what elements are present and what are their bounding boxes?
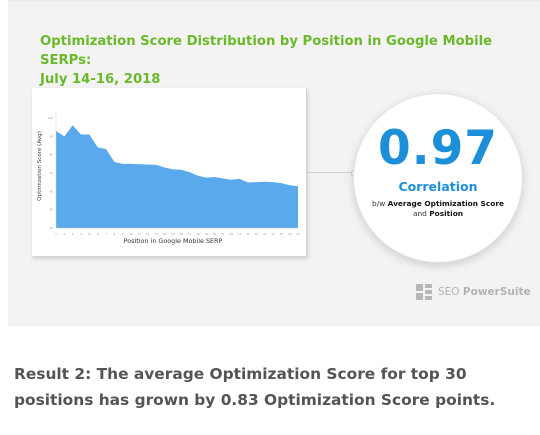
brand-name: SEO PowerSuite	[438, 286, 531, 298]
y-tick-label: 60	[49, 189, 53, 193]
area-chart-panel: 1 2 3 4 5 6 7 8 9 10 11 12 13 14 15 16 17 18 19 20 21 22 23 24 2…	[32, 88, 307, 257]
x-tick-label: 4	[80, 232, 82, 236]
x-tick-label: 23	[238, 232, 242, 236]
chart-title-line2: July 14-16, 2018	[40, 72, 161, 87]
x-tick-label: 28	[280, 232, 284, 236]
y-tick-label: 100	[48, 116, 54, 120]
chart-title: Optimization Score Distribution by Posit…	[40, 32, 520, 89]
y-tick-label: 50	[49, 208, 53, 212]
x-tick-label: 2	[63, 232, 65, 236]
x-tick-label: 11	[138, 232, 142, 236]
x-tick-label: 5	[88, 232, 90, 236]
x-tick-label: 19	[204, 232, 208, 236]
x-tick-label: 24	[246, 232, 250, 236]
x-tick-label: 22	[229, 232, 233, 236]
x-tick-label: 12	[146, 232, 150, 236]
correlation-desc-prefix: b/w	[372, 199, 386, 208]
chart-title-line1: Optimization Score Distribution by Posit…	[40, 34, 493, 68]
result-caption: Result 2: The average Optimization Score…	[14, 361, 534, 413]
x-tick-label: 18	[196, 232, 200, 236]
brand-name-bold: PowerSuite	[462, 286, 531, 298]
x-tick-label: 17	[188, 232, 192, 236]
x-tick-label: 30	[296, 232, 300, 236]
x-axis-label: Position in Google Mobile SERP	[124, 237, 223, 245]
x-tick-label: 15	[171, 232, 175, 236]
x-tick-label: 29	[288, 232, 292, 236]
area-chart: 1 2 3 4 5 6 7 8 9 10 11 12 13 14 15 16 17 18 19 20 21 22 23 24 2…	[37, 112, 300, 245]
x-tick-label: 26	[263, 232, 267, 236]
y-tick-label: 90	[49, 134, 53, 138]
x-tick-label: 1	[55, 232, 57, 236]
x-tick-label: 3	[72, 232, 74, 236]
x-tick-label: 21	[221, 232, 225, 236]
x-tick-label: 6	[97, 232, 99, 236]
y-tick-label: 80	[49, 153, 53, 157]
x-tick-label: 7	[105, 232, 107, 236]
brand-mark: SEO PowerSuite	[416, 283, 531, 301]
x-tick-label: 10	[129, 232, 133, 236]
correlation-description: b/w Average Optimization Score and Posit…	[368, 199, 508, 218]
y-tick-label: 40	[49, 226, 53, 230]
x-tick-label: 16	[179, 232, 183, 236]
brand-name-light: SEO	[438, 286, 460, 298]
correlation-desc-and: and	[412, 208, 427, 218]
result-line1: Result 2: The average Optimization Score…	[14, 365, 467, 383]
correlation-circle: 0.97 Correlation b/w Average Optimizatio…	[354, 94, 522, 262]
correlation-desc-metric: Average Optimization Score	[387, 199, 504, 208]
x-tick-label: 13	[154, 232, 158, 236]
x-tick-label: 20	[213, 232, 217, 236]
x-tick-label: 14	[163, 232, 167, 236]
area-series	[56, 125, 298, 228]
y-tick-label: 70	[49, 171, 53, 175]
correlation-label: Correlation	[398, 179, 478, 194]
x-tick-label: 9	[122, 232, 124, 236]
connector-line	[306, 172, 354, 173]
y-axis-label: Optimization Score (Avg)	[37, 131, 43, 201]
correlation-desc-position: Position	[429, 208, 464, 218]
x-tick-label: 27	[271, 232, 275, 236]
x-tick-label: 8	[114, 232, 116, 236]
correlation-value: 0.97	[378, 121, 498, 176]
x-tick-label: 25	[254, 232, 258, 236]
seo-powersuite-logo-icon	[416, 284, 432, 300]
result-line2: positions has grown by 0.83 Optimization…	[14, 391, 496, 409]
